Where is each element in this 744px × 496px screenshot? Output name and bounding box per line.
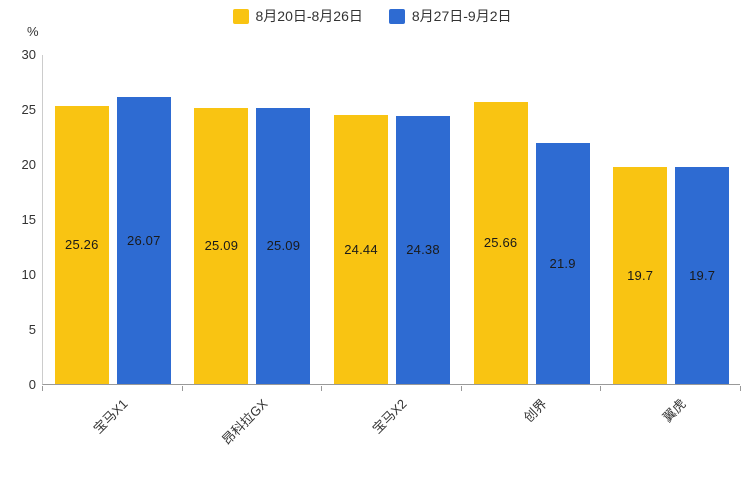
plot-area: 25.26 25.09 24.44 25.66 19.7 26.07 25.09 24.38 2… (42, 55, 740, 385)
x-axis-tick (181, 386, 183, 391)
x-axis-category-label: 宝马X2 (369, 396, 410, 437)
bar-value-label: 25.66 (483, 234, 518, 250)
y-axis-tick-label: 25 (21, 102, 36, 117)
x-axis-tick (600, 386, 602, 391)
bar-value-label: 19.7 (689, 267, 716, 283)
legend: 8月20日-8月26日 8月27日-9月2日 (0, 6, 744, 26)
y-axis-tick-label: 5 (28, 322, 36, 337)
y-axis-tick-label: 15 (21, 212, 36, 227)
y-axis-tick-label: 20 (21, 157, 36, 172)
legend-label: 8月20日-8月26日 (255, 8, 363, 24)
bar (473, 101, 528, 384)
bar-value-label: 24.44 (344, 241, 378, 257)
x-axis-category-label: 昂科拉GX (218, 396, 271, 448)
bar-value-label: 19.7 (627, 267, 654, 283)
bar (675, 167, 730, 384)
bar (54, 106, 109, 384)
bar (613, 167, 668, 384)
bar-value-label: 24.38 (406, 241, 440, 257)
y-axis-tick-label: 10 (21, 267, 36, 282)
legend-label: 8月27日-9月2日 (411, 8, 512, 24)
x-axis-tick (740, 386, 741, 391)
legend-swatch (388, 8, 405, 24)
bar (396, 115, 450, 384)
x-axis-category-label: 翼虎 (659, 396, 689, 426)
bar-value-label: 26.07 (127, 232, 161, 248)
bar (535, 143, 590, 384)
bar-value-label: 25.09 (266, 238, 301, 253)
bar-value-label: 21.9 (549, 255, 576, 271)
x-axis-category-label: 创界 (520, 396, 550, 426)
bar (334, 115, 388, 384)
bar (116, 97, 171, 384)
bar-value-label: 25.26 (65, 237, 99, 253)
legend-item[interactable]: 8月20日-8月26日 (232, 6, 363, 26)
y-axis-tick-label: 30 (21, 47, 36, 62)
y-axis-unit-label: % (27, 24, 39, 39)
legend-item[interactable]: 8月27日-9月2日 (388, 6, 512, 26)
x-axis-tick (321, 386, 323, 391)
x-axis-tick (42, 386, 43, 391)
x-axis-tick (460, 386, 462, 391)
bar (194, 108, 249, 384)
x-axis-category-label: 宝马X1 (90, 396, 131, 437)
bar (256, 108, 311, 384)
legend-swatch (232, 8, 249, 24)
y-axis-tick-label: 0 (28, 377, 36, 392)
bar-value-label: 25.09 (204, 238, 239, 253)
y-axis: 0 5 10 15 20 25 30 (0, 0, 36, 496)
